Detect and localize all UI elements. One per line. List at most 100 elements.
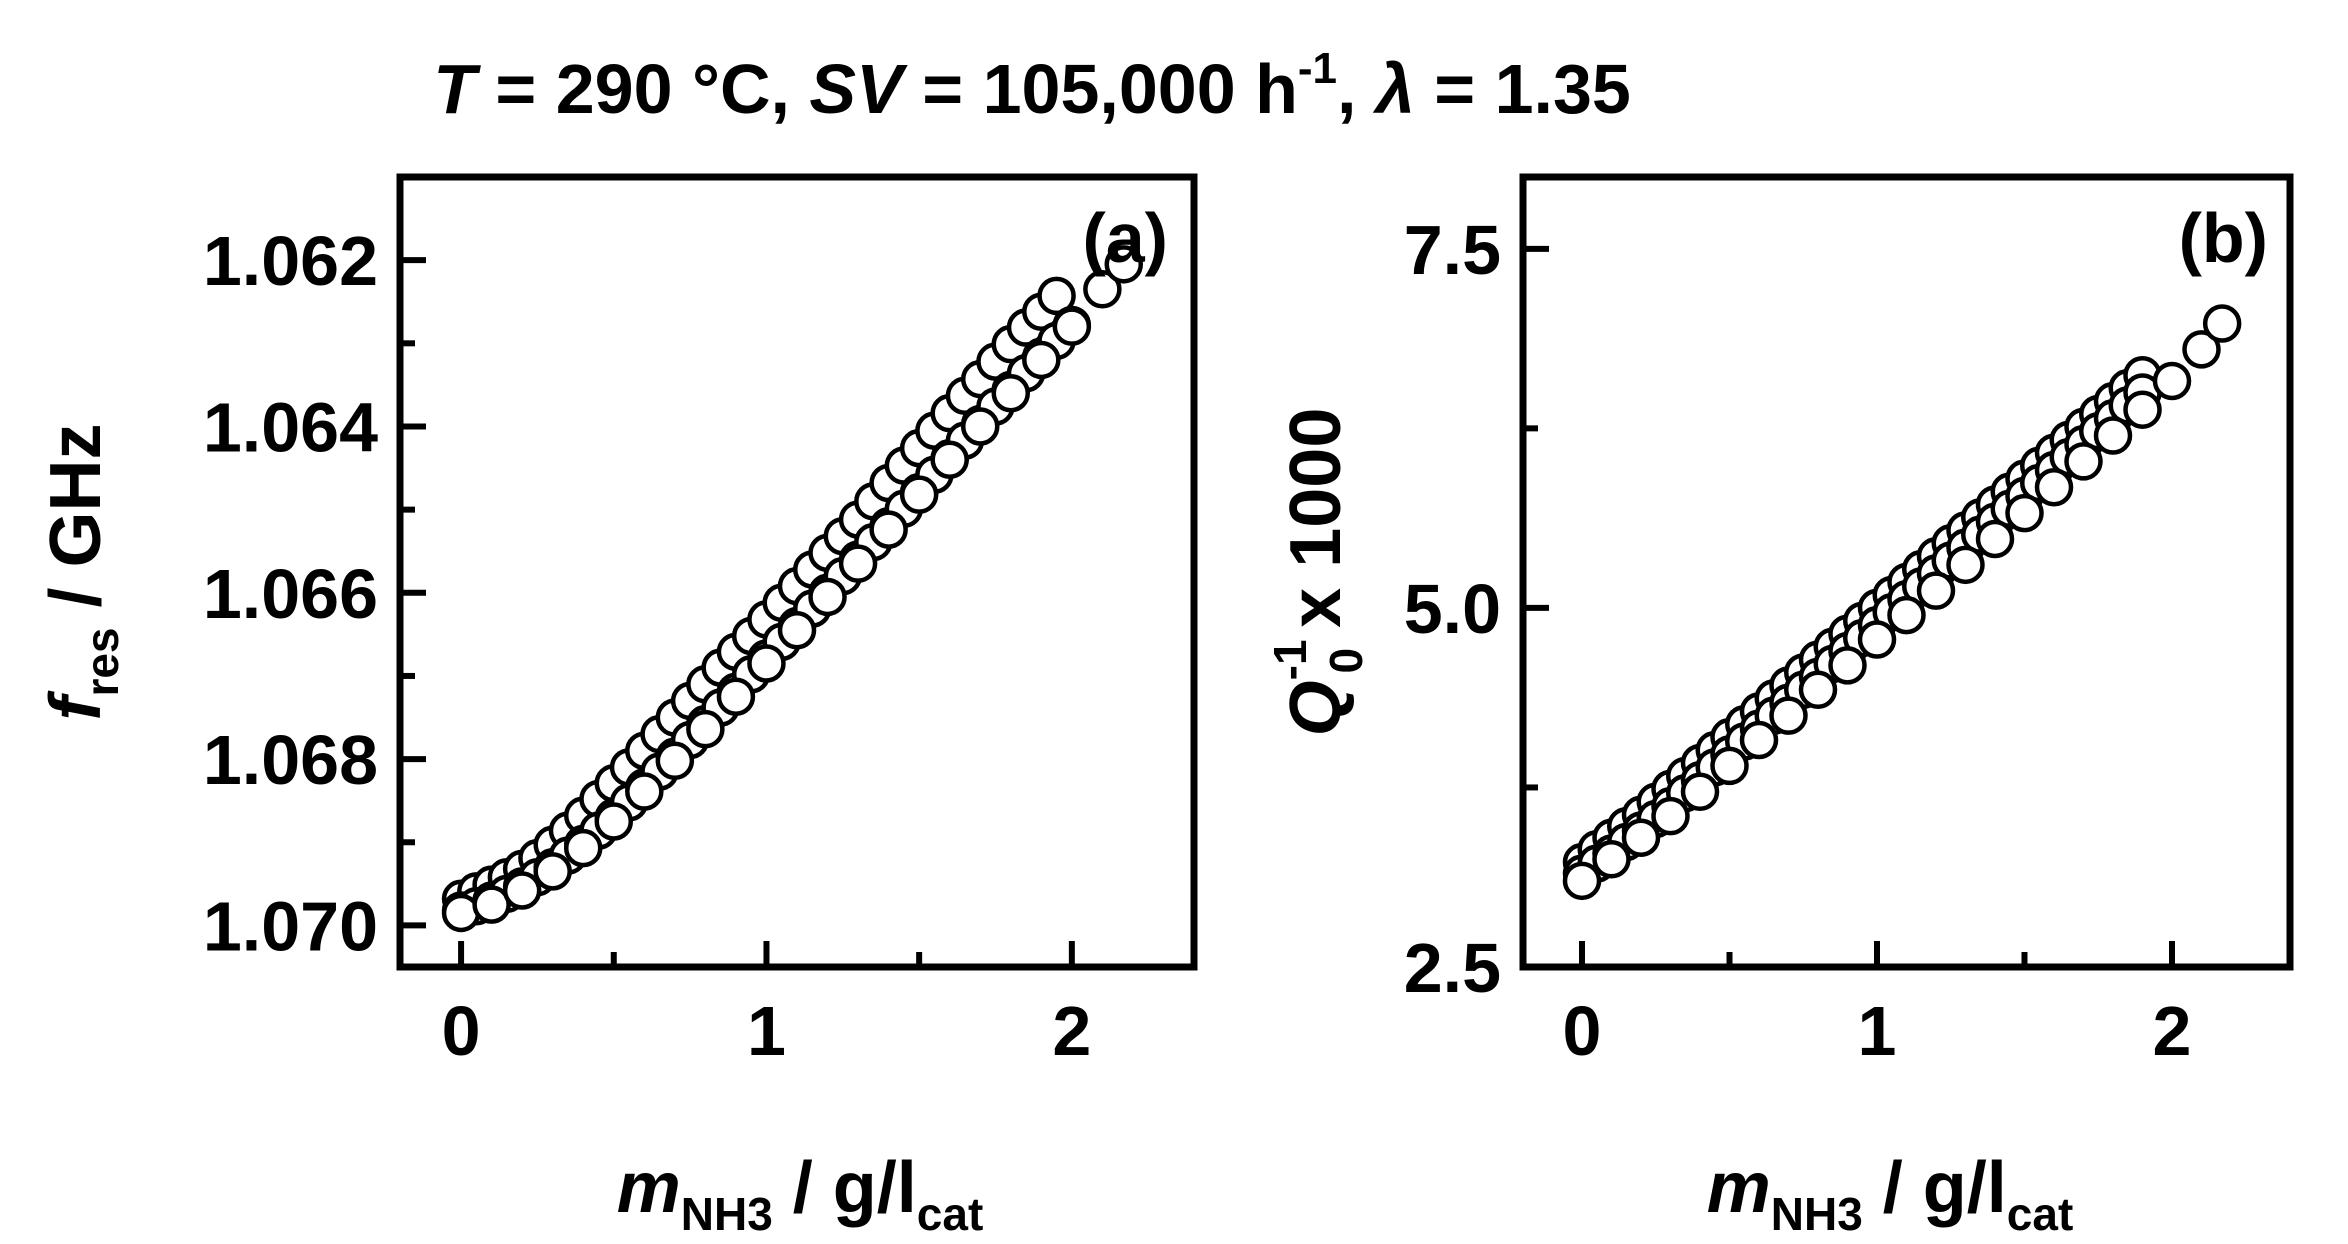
panel-b-data-point (1975, 519, 2015, 559)
panel-a-data-point (716, 677, 756, 716)
panel-b-x-unit: / g/l (1863, 1148, 2007, 1228)
panel-a-y-subscript: res (76, 627, 128, 696)
panel-a-y-tick-label: 1.066 (203, 555, 378, 633)
panel-a-data-point (1104, 245, 1144, 284)
title-separator: , (1337, 50, 1376, 128)
panel-a-y-tick-label: 1.062 (203, 222, 378, 300)
panel-a-data-point (930, 440, 969, 479)
title-t-value: = 290 °C, (476, 50, 809, 128)
panel-b-data-point (1739, 720, 1779, 760)
panel-b-data-point (2034, 468, 2074, 507)
panel-b-data-point (1651, 796, 1690, 836)
panel-b-y-tick-label: 7.5 (1404, 211, 1501, 289)
panel-a-y-tick-label: 1.070 (203, 887, 378, 965)
panel-b-data-point (1798, 670, 1838, 710)
panel-b-data-point (2005, 493, 2044, 533)
panel-b: 0 1 22.55.07.5 (b) mNH3 / g/lcat Q-10 x 10… (1264, 173, 2294, 1240)
panel-a-data-point (1052, 307, 1092, 346)
panel-a-x-unit: / g/l (773, 1148, 917, 1228)
panel-b-data-point (1769, 696, 1808, 735)
panel-b-data-point (2182, 330, 2221, 369)
panel-a-data-point (655, 741, 695, 781)
panel-b-ticks (1523, 245, 2175, 970)
title-lambda-value: = 1.35 (1415, 50, 1631, 128)
panel-a-x-tick-label: 2 (1052, 992, 1091, 1070)
panel-b-data-point (2152, 361, 2192, 401)
panel-b-data-point (2202, 304, 2242, 343)
title-lambda-symbol: λ (1372, 50, 1415, 128)
panel-a-data-point (625, 772, 664, 811)
panel-a-data-point (777, 610, 817, 650)
panel-b-y-axis-title: Q-10 x 1000 (1264, 408, 1372, 737)
panel-b-data-point (1562, 861, 1602, 901)
panel-b-frame (1519, 173, 2294, 971)
panel-b-x-unit-subscript: cat (2007, 1188, 2073, 1240)
panel-b-data-point (1710, 746, 1749, 786)
title-sv-exponent: -1 (1298, 44, 1337, 93)
panel-b-x-symbol: m (1707, 1148, 1771, 1228)
panel-a-points (441, 245, 1144, 933)
panel-a-x-tick-label: 1 (747, 992, 786, 1070)
panel-a-x-symbol: m (617, 1148, 681, 1228)
panel-b-y-subscript: 0 (1320, 648, 1372, 674)
panel-b-y-unit: x 1000 (1276, 408, 1356, 648)
panel-b-data-point (1621, 818, 1661, 857)
panel-b-tick-labels: 0 1 2 2.5 5.0 7.5 (1404, 211, 2192, 1070)
panel-b-x-tick-label: 1 (1858, 992, 1897, 1070)
panel-a-ticks (400, 257, 1075, 967)
title-sv-value: = 105,000 h (903, 50, 1298, 128)
panel-a-data-point (869, 510, 908, 549)
panel-b-data-point (2093, 416, 2133, 455)
panel-b-data-point (1680, 772, 1720, 812)
panel-a-x-subscript: NH3 (681, 1188, 773, 1240)
panel-b-points (1562, 304, 2242, 901)
panel-a-data-point (838, 544, 878, 583)
panel-a-data-point (686, 709, 725, 749)
panel-a-data-point (1037, 276, 1076, 316)
title-t-symbol: T (433, 50, 481, 128)
title-sv-symbol: SV (809, 50, 908, 128)
panel-b-data-point (1857, 620, 1897, 659)
panel-a-data-point (747, 644, 786, 683)
panel-b-data-point (1828, 646, 1867, 685)
panel-b-x-subscript: NH3 (1771, 1188, 1863, 1240)
panel-b-y-symbol: Q (1276, 680, 1356, 736)
panel-b-data-point (2123, 390, 2162, 429)
panel-a-data-point (594, 802, 634, 841)
panel-a-tick-labels: 0 1 2 1.062 1.064 1.066 1.068 1.070 (203, 222, 1091, 1070)
panel-a-y-axis-title: fres / GHz (36, 423, 128, 720)
panel-a-y-tick-label: 1.068 (203, 721, 378, 799)
panel-a-data-point (991, 373, 1031, 413)
panel-a-data-point (899, 475, 939, 514)
panel-b-x-tick-label: 0 (1563, 992, 1602, 1070)
panel-a-y-tick-label: 1.064 (203, 388, 378, 466)
panel-b-data-point (1946, 545, 1985, 585)
figure-title: T = 290 °C, SV = 105,000 h-1, λ = 1.35 (433, 44, 1631, 128)
panel-a-y-unit: / GHz (36, 423, 116, 627)
panel-a-data-point (563, 828, 603, 868)
panel-b-label: (b) (2179, 199, 2268, 277)
panel-b-data-point (1592, 840, 1631, 879)
panel-a-data-point (502, 871, 542, 910)
panel-a-data-point (533, 852, 572, 891)
panel-b-y-superscript: -1 (1264, 639, 1316, 680)
panel-b-data-point (2064, 442, 2103, 481)
panel-b-x-axis-title: mNH3 / g/lcat (1707, 1148, 2074, 1240)
panel-a-x-tick-label: 0 (442, 992, 481, 1070)
panel-b-data-point (1887, 595, 1926, 635)
panel-a: 0 1 2 1.062 1.064 1.066 1.068 1.070 (a) mNH3 / … (36, 173, 1198, 1240)
panel-b-y-tick-label: 2.5 (1404, 929, 1501, 1007)
panel-a-data-point (808, 577, 847, 617)
panel-b-data-point (1916, 571, 1956, 610)
panel-a-data-point (472, 885, 511, 924)
panel-a-data-point (960, 407, 1000, 446)
panel-a-data-point (1022, 340, 1061, 380)
panel-a-x-unit-subscript: cat (917, 1188, 983, 1240)
panel-a-frame (396, 173, 1198, 971)
panel-b-y-tick-label: 5.0 (1404, 570, 1501, 648)
panel-a-data-point (1083, 270, 1122, 309)
panel-a-x-axis-title: mNH3 / g/lcat (617, 1148, 984, 1240)
panel-a-label: (a) (1082, 199, 1168, 277)
panel-b-x-tick-label: 2 (2153, 992, 2192, 1070)
